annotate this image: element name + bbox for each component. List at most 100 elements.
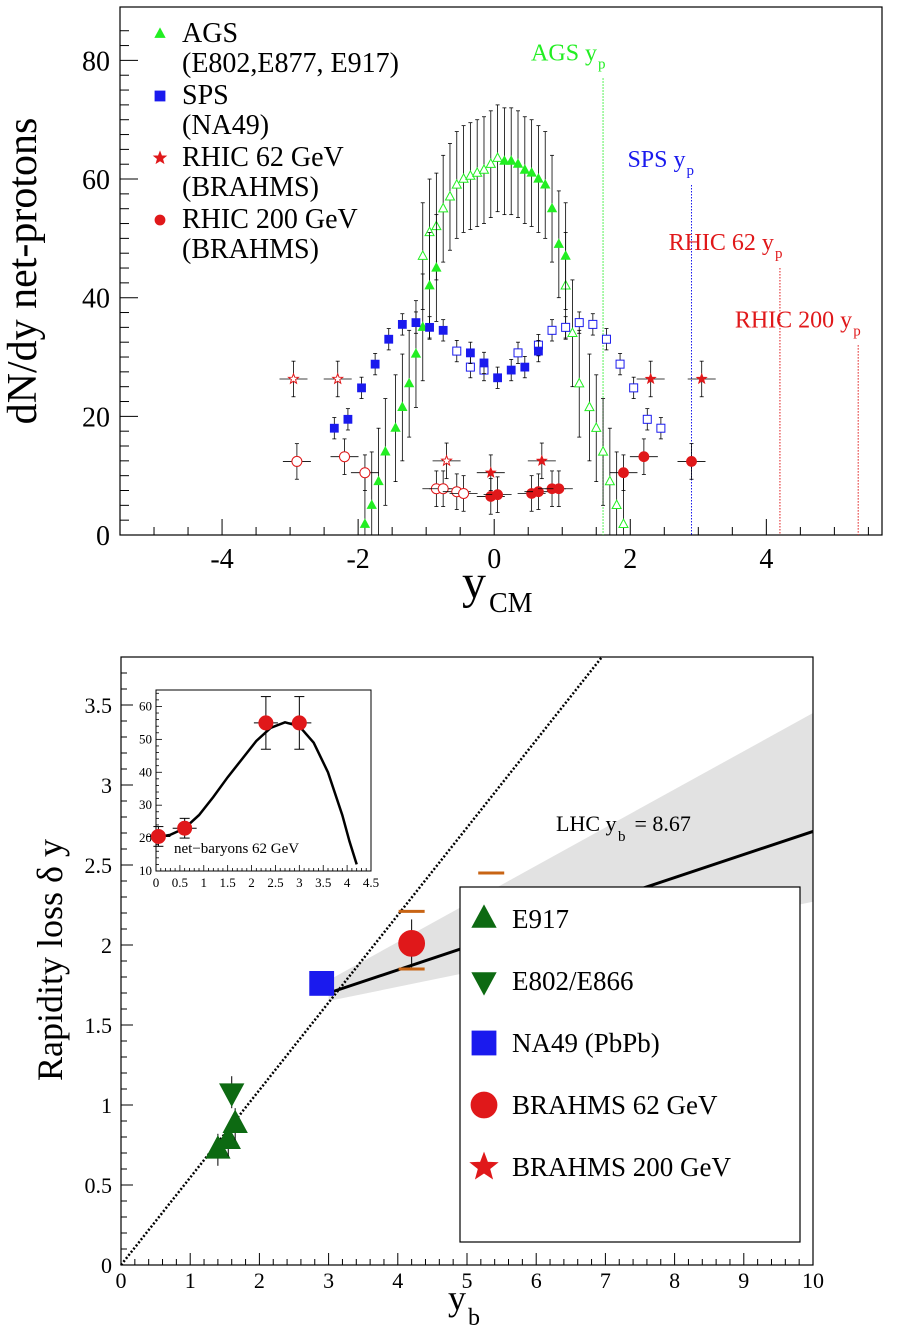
- top-plot-frame: [119, 6, 883, 536]
- top-x-tick-label: 2: [623, 544, 637, 575]
- data-point: [465, 362, 475, 372]
- inset-data-point: [150, 828, 166, 844]
- data-point: [615, 359, 625, 369]
- data-point: [424, 279, 435, 290]
- beam-line-label: RHIC 62 y: [669, 230, 774, 256]
- data-point: [309, 971, 335, 996]
- data-point: [366, 499, 377, 509]
- legend-label: AGS: [182, 18, 238, 49]
- data-point: [444, 190, 456, 201]
- data-point: [513, 348, 523, 358]
- legend-sub-label: (BRAHMS): [182, 234, 319, 265]
- legend-label: RHIC 200 GeV: [182, 204, 358, 235]
- legend-label: SPS: [182, 80, 229, 111]
- diagonal-dotted-line: [120, 656, 603, 1266]
- top-y-tick-label: 40: [82, 284, 110, 315]
- data-point: [590, 421, 602, 432]
- top-y-tick-label: 0: [96, 521, 110, 552]
- data-point: [519, 164, 530, 174]
- top-y-tick-label: 60: [82, 165, 110, 196]
- data-point: [479, 358, 489, 368]
- data-point: [493, 373, 502, 383]
- legend-marker: [471, 904, 497, 928]
- data-point: [370, 359, 380, 369]
- data-point: [584, 401, 595, 412]
- data-point: [410, 348, 422, 358]
- bottom-x-tick-label: 0: [116, 1268, 127, 1293]
- data-point: [520, 362, 530, 372]
- data-point: [695, 372, 708, 385]
- bottom-x-tick-label: 3: [323, 1268, 334, 1293]
- data-point: [465, 169, 476, 180]
- inset-x-tick-label: 3.5: [315, 875, 331, 890]
- data-point: [437, 202, 449, 213]
- data-point: [390, 422, 401, 432]
- bottom-legend-entries: E917 E802/E866 NA49 (PbPb) BRAHMS 62 GeV BRA…: [469, 904, 732, 1182]
- data-point: [686, 456, 697, 467]
- data-point: [373, 475, 384, 486]
- data-point: [535, 454, 548, 466]
- lhc-annotation-text: LHC y: [556, 811, 617, 836]
- bottom-x-tick-label: 6: [531, 1268, 542, 1293]
- data-point: [451, 178, 463, 189]
- data-point: [604, 475, 616, 486]
- top-x-tick-label: -4: [210, 544, 233, 575]
- data-point: [471, 166, 483, 177]
- data-point: [638, 451, 650, 463]
- inset-label: net−baryons 62 GeV: [174, 841, 299, 857]
- data-point: [438, 325, 448, 335]
- data-point: [465, 348, 475, 358]
- bottom-x-tick-label: 9: [738, 1268, 749, 1293]
- inset-y-tick-label: 10: [139, 863, 152, 878]
- data-point: [573, 377, 585, 388]
- data-point: [357, 383, 366, 393]
- bottom-x-tick-label: 4: [392, 1268, 403, 1293]
- inset-x-tick-label: 1.5: [220, 875, 236, 890]
- top-x-axis-label: y: [462, 556, 486, 609]
- legend-label: E802/E866: [512, 966, 634, 996]
- data-point: [417, 249, 429, 260]
- inset-data-point: [177, 820, 193, 836]
- legend-label: E917: [512, 904, 569, 934]
- inset-y-tick-label: 40: [139, 764, 152, 779]
- data-point: [534, 346, 543, 356]
- data-point: [359, 518, 371, 528]
- data-point: [425, 322, 434, 332]
- bottom-y-tick-label: 3: [101, 773, 112, 798]
- top-x-tick-label: 0: [487, 544, 501, 575]
- inset-x-tick-label: 4.5: [363, 875, 379, 890]
- top-x-tick-label: 4: [759, 544, 773, 575]
- bottom-y-axis-label: Rapidity loss δ y: [30, 839, 70, 1081]
- data-point: [291, 455, 303, 467]
- data-point: [384, 334, 394, 344]
- legend-marker: [152, 150, 168, 165]
- bottom-legend: E917 E802/E866 NA49 (PbPb) BRAHMS 62 GeV BRA…: [459, 886, 801, 1243]
- bottom-y-tick-label: 0.5: [85, 1173, 113, 1198]
- bottom-y-tick-label: 3.5: [85, 693, 113, 718]
- top-y-tick-label: 20: [82, 402, 110, 433]
- inset-x-tick-label: 2.5: [267, 875, 283, 890]
- inset-plot: 0 0.5 1 1.5 2 2.5 3 3.5 4 4.5 10 20 30 40 50 60 net−bar…: [139, 689, 379, 890]
- bottom-x-tick-label: 1: [185, 1268, 196, 1293]
- data-point: [287, 372, 300, 385]
- data-point: [329, 423, 339, 433]
- inset-x-tick-label: 1: [201, 875, 208, 890]
- data-point: [618, 467, 629, 479]
- bottom-x-axis-label-sub: b: [468, 1305, 480, 1331]
- bottom-y-tick-label: 2: [101, 933, 112, 958]
- data-point: [618, 518, 629, 528]
- bottom-y-tick-label: 2.5: [85, 853, 113, 878]
- inset-x-tick-label: 3: [296, 875, 303, 890]
- bottom-x-tick-label: 2: [254, 1268, 265, 1293]
- data-point: [567, 327, 578, 337]
- data-point: [331, 372, 345, 385]
- inset-x-tick-label: 0: [153, 875, 160, 890]
- top-x-tick-label: -2: [346, 544, 369, 575]
- data-point: [533, 173, 544, 183]
- data-point: [222, 1109, 248, 1133]
- bottom-x-axis-label: y: [448, 1278, 466, 1318]
- inset-x-tick-label: 0.5: [172, 875, 188, 890]
- data-point: [644, 372, 657, 385]
